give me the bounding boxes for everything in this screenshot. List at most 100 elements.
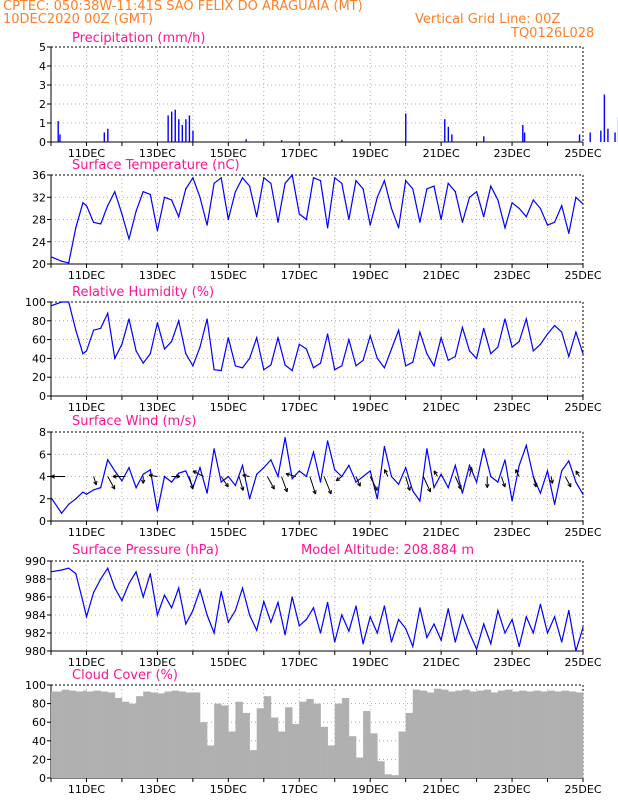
wind-arrow-head [567,482,572,488]
wind-arrow-head [224,482,229,488]
data-point [511,346,513,348]
precip-bar [614,132,616,142]
data-point [163,348,166,350]
cloud-bar [391,775,399,778]
data-point [355,481,357,483]
cloud-bar [554,691,563,778]
cloud-bar [504,689,513,778]
panel-title: Surface Pressure (hPa) [72,543,219,558]
data-point [397,329,400,331]
data-point [305,218,307,221]
cloud-bar [249,750,258,778]
wind-arrow-head [285,472,290,477]
data-point [355,605,357,607]
wind-arrow-head [549,479,554,484]
x-tick-label: 19DEC [352,269,389,282]
cloud-bar [547,690,555,778]
data-point [305,348,307,350]
data-point [369,335,371,337]
cloud-bar [519,690,527,778]
cloud-bar [256,708,265,778]
y-tick-label: 2 [39,493,46,506]
wind-arrow [148,474,158,477]
wind-arrow-head [373,486,378,491]
wind-arrow [192,470,204,477]
cloud-bar [263,696,272,778]
data-point [312,177,315,179]
data-point [68,503,70,505]
x-tick-label: 25DEC [564,526,601,539]
wind-arrow [220,476,229,488]
data-point [75,573,77,575]
precip-bar [483,136,485,142]
data-point [468,464,471,466]
cloud-bar [75,691,84,778]
data-point [206,318,208,320]
data-point [575,481,577,483]
data-point [369,616,371,618]
wind-arrow-head [406,486,411,491]
data-point [334,177,336,179]
data-point [142,596,144,598]
x-tick-label: 21DEC [423,656,460,669]
x-tick-label: 13DEC [139,269,176,282]
data-point [50,305,52,307]
data-point [518,340,520,343]
wind-arrow-head [141,479,146,484]
cloud-bar [426,692,435,778]
data-point [75,498,77,500]
y-tick-label: 24 [32,236,46,249]
data-point [92,489,95,491]
x-tick-label: 15DEC [210,147,247,160]
y-tick-label: 40 [32,352,46,365]
data-point [284,182,286,184]
wind-arrow [422,476,431,493]
wind-arrow-head [50,474,56,479]
data-point [554,503,556,505]
x-tick-label: 23DEC [494,783,531,796]
data-point [433,623,435,625]
wind-arrow-head [111,485,116,490]
precip-bar [405,113,407,142]
x-tick-label: 23DEC [494,147,531,160]
data-point [185,188,187,190]
x-tick-label: 15DEC [210,656,247,669]
data-point [362,188,364,190]
wind-arrow-head [312,489,317,495]
x-tick-label: 17DEC [281,269,318,282]
cloud-bar [157,693,165,778]
data-point [220,591,222,593]
x-tick-label: 23DEC [494,401,531,414]
wind-arrow-head [93,480,98,486]
data-point [82,353,84,355]
wind-arrow [515,469,520,477]
data-point [312,451,315,453]
data-point [92,591,95,594]
data-point [454,191,456,193]
data-point [199,467,201,469]
wind-arrow [281,476,288,493]
panel-2: 0 20 40 60 80 100 11DEC 13DEC 15DEC 17DEC 19DEC 21D… [25,285,602,414]
wind-arrow-head [383,469,388,474]
data-point [490,185,492,187]
data-point [284,364,286,366]
data-point [426,448,428,450]
data-point [447,182,449,184]
wind-arrow [550,476,553,484]
data-point [355,365,357,367]
wind-arrow-head [192,470,198,475]
y-tick-label: 36 [32,169,46,182]
precip-bar [167,115,169,142]
panel-5: 0 20 40 60 80 100 11DEC 13DEC 15DEC 17DEC 19DEC 21D… [25,668,602,796]
data-point [376,196,378,198]
data-point [227,218,229,221]
precip-bar [178,119,180,142]
data-point [199,196,201,198]
data-point [170,481,173,483]
panel-title: Relative Humidity (%) [72,285,214,300]
model-code-label: TQ0126L028 [511,26,595,41]
data-point [532,350,534,352]
cloud-bar [235,701,243,778]
data-point [532,199,534,201]
data-point [121,480,123,482]
